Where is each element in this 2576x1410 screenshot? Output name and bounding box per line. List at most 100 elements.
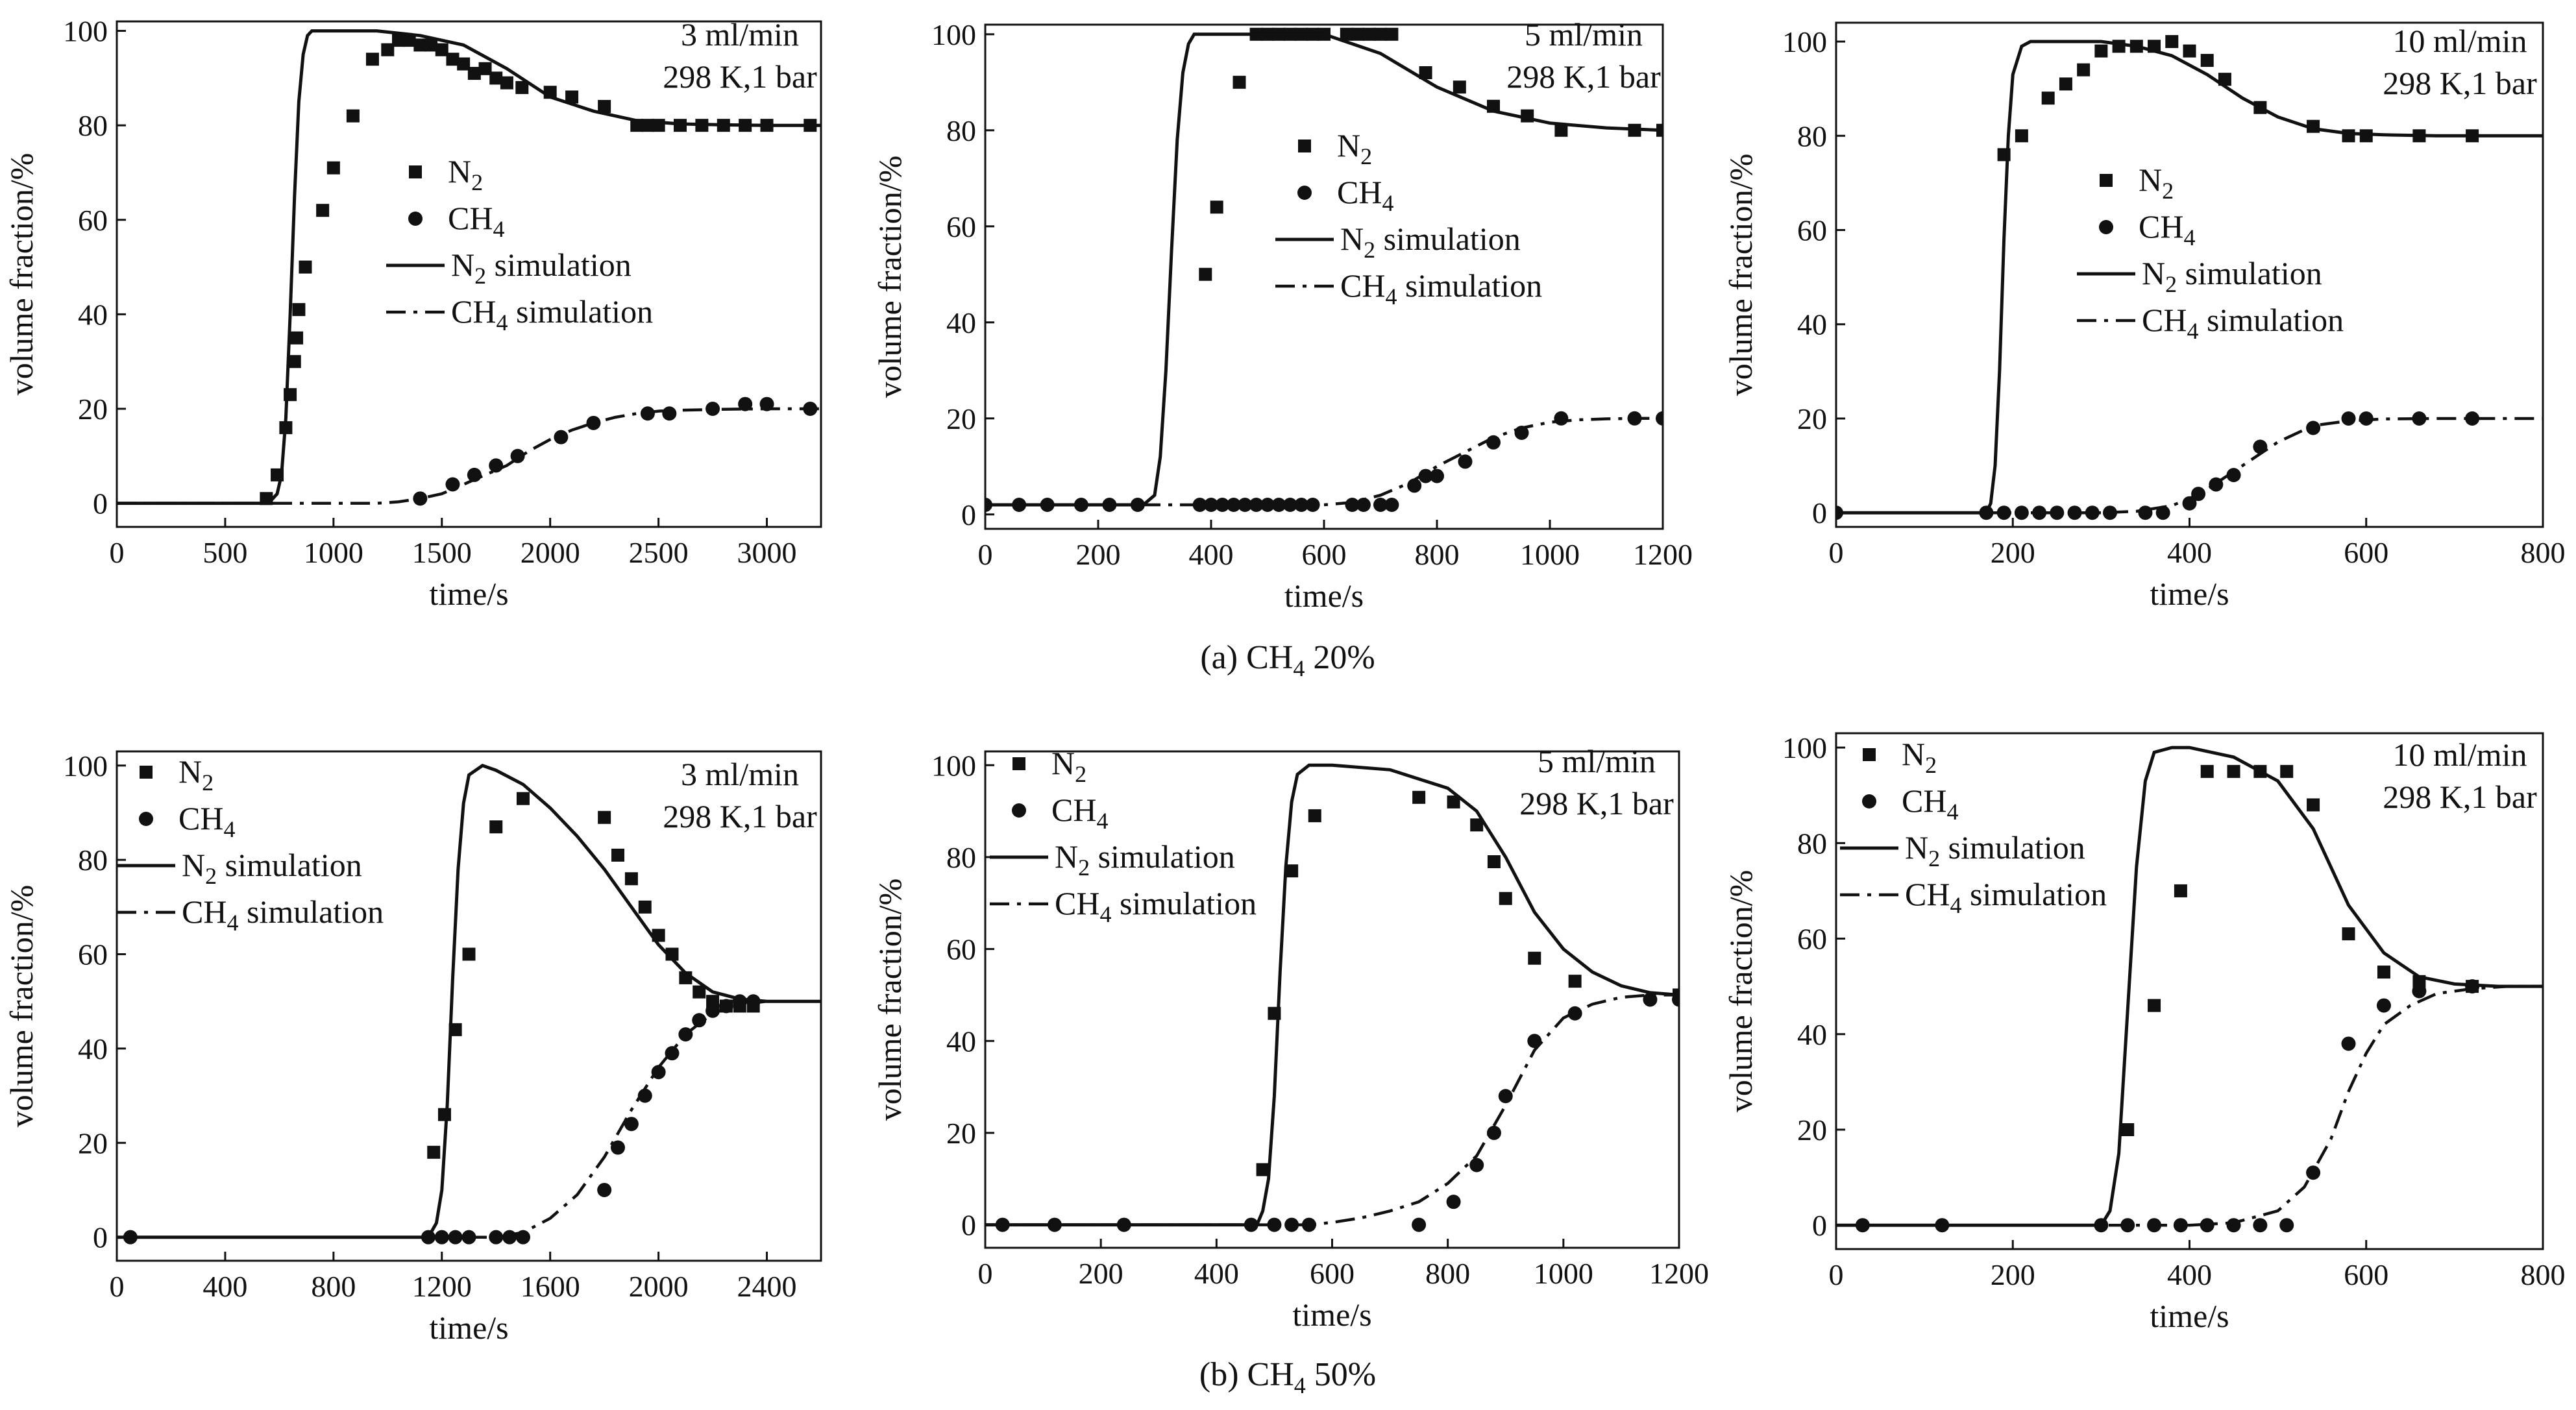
- ch4-data-point: [445, 477, 460, 492]
- ch4-data-point: [2306, 420, 2321, 435]
- x-tick-label: 600: [1310, 1257, 1355, 1290]
- y-tick-label: 80: [946, 114, 976, 147]
- n2-data-point: [1412, 790, 1426, 804]
- ch4-data-point: [2226, 468, 2241, 483]
- ch4-data-point: [2253, 1218, 2268, 1233]
- ch4-simulation-line: [117, 999, 821, 1239]
- ch4-simulation-line: [985, 993, 1679, 1226]
- legend-ch4-marker: [1297, 186, 1312, 200]
- y-tick-label: 40: [946, 306, 976, 339]
- x-tick-label: 800: [311, 1270, 356, 1303]
- y-tick-label: 100: [931, 749, 976, 782]
- legend-n2-marker: [1298, 140, 1311, 152]
- n2-data-point: [467, 67, 481, 80]
- y-tick-label: 100: [1782, 25, 1827, 58]
- ch4-data-point: [1192, 498, 1207, 512]
- legend-n2-sim-label: N2 simulation: [451, 247, 632, 289]
- legend-n2-label: N2: [178, 753, 214, 796]
- ch4-data-point: [2050, 505, 2065, 520]
- n2-data-point: [1285, 864, 1299, 878]
- x-tick-label: 200: [1076, 538, 1121, 571]
- n2-data-point: [611, 848, 625, 862]
- legend-n2-sim-label: N2 simulation: [1340, 221, 1521, 263]
- x-tick-label: 1600: [521, 1270, 580, 1303]
- n2-simulation-line: [1836, 40, 2543, 515]
- legend-ch4-sim-label: CH4 simulation: [1905, 876, 2107, 918]
- x-tick-label: 2000: [629, 1270, 689, 1303]
- n2-data-point: [1374, 27, 1387, 41]
- legend-n2-label: N2: [1051, 745, 1086, 787]
- x-tick-label: 200: [1991, 1258, 2035, 1291]
- n2-data-point: [316, 204, 330, 217]
- ch4-data-point: [1567, 1006, 1582, 1021]
- plot-area: [985, 763, 1679, 1232]
- n2-data-point: [1210, 201, 1223, 214]
- n2-data-point: [1351, 27, 1365, 41]
- flow-rate-label: 3 ml/min: [681, 756, 799, 792]
- ch4-data-point: [2412, 984, 2427, 999]
- x-tick-label: 1000: [1520, 538, 1580, 571]
- x-axis-label: time/s: [2150, 576, 2229, 612]
- y-tick-label: 20: [1797, 1113, 1827, 1147]
- ch4-data-point: [489, 458, 504, 473]
- ch4-data-point: [1238, 498, 1253, 512]
- ch4-data-point: [448, 1230, 463, 1245]
- legend-ch4-marker: [1012, 803, 1026, 818]
- y-tick-label: 0: [93, 1221, 108, 1254]
- y-tick-label: 40: [1797, 308, 1827, 341]
- n2-data-point: [2227, 764, 2240, 778]
- ch4-data-point: [554, 430, 569, 444]
- x-tick-label: 200: [1079, 1257, 1123, 1290]
- n2-data-point: [2307, 798, 2320, 812]
- plot-frame: [116, 750, 822, 1262]
- x-tick-label: 1000: [304, 536, 363, 569]
- n2-data-point: [288, 355, 301, 369]
- ch4-data-point: [2465, 411, 2480, 426]
- ch4-data-point: [1418, 468, 1433, 483]
- plot-area: [1836, 746, 2543, 1233]
- y-tick-label: 40: [1797, 1018, 1827, 1051]
- n2-data-point: [1340, 27, 1353, 41]
- ch4-data-point: [651, 1065, 666, 1080]
- conditions-label: 298 K,1 bar: [1519, 785, 1674, 821]
- y-tick-label: 20: [78, 1126, 108, 1160]
- n2-data-point: [1233, 75, 1246, 89]
- y-tick-label: 80: [78, 109, 108, 142]
- n2-data-point: [446, 53, 460, 66]
- x-tick-label: 800: [1425, 1257, 1470, 1290]
- legend-ch4-marker: [1862, 794, 1876, 808]
- legend-n2-sim-label: N2 simulation: [1905, 829, 2085, 871]
- ch4-data-point: [1373, 498, 1388, 512]
- legend-n2-label: N2: [448, 153, 483, 195]
- n2-data-point: [424, 38, 438, 52]
- legend-ch4-sim-label: CH4 simulation: [182, 893, 384, 936]
- n2-data-point: [427, 1145, 441, 1159]
- x-tick-label: 2400: [737, 1270, 797, 1303]
- legend-n2-sim-label: N2 simulation: [1055, 838, 1235, 881]
- plot-area: [117, 29, 821, 506]
- y-axis-label: volume fraction/%: [872, 879, 908, 1121]
- panel-b1: 0 400 800 1200 1600 2000 2400 0 20 40 60 80 100 time/…: [3, 749, 822, 1346]
- ch4-data-point: [1249, 498, 1264, 512]
- y-axis-label: volume fraction/%: [3, 885, 40, 1128]
- n2-data-point: [1470, 818, 1484, 832]
- n2-simulation-line: [985, 32, 1663, 507]
- n2-data-point: [2183, 44, 2196, 58]
- caption-b: (b) CH4 50%: [1199, 1356, 1376, 1398]
- n2-data-point: [346, 109, 360, 123]
- legend-n2-marker: [409, 165, 422, 178]
- n2-data-point: [489, 820, 503, 834]
- x-tick-label: 500: [202, 536, 247, 569]
- ch4-data-point: [705, 1003, 720, 1018]
- x-tick-label: 600: [2344, 1258, 2388, 1291]
- n2-data-point: [2200, 54, 2214, 67]
- x-axis-label: time/s: [429, 1309, 508, 1346]
- y-tick-label: 60: [946, 210, 976, 243]
- ch4-simulation-line: [1836, 984, 2543, 1227]
- y-tick-label: 20: [946, 402, 976, 435]
